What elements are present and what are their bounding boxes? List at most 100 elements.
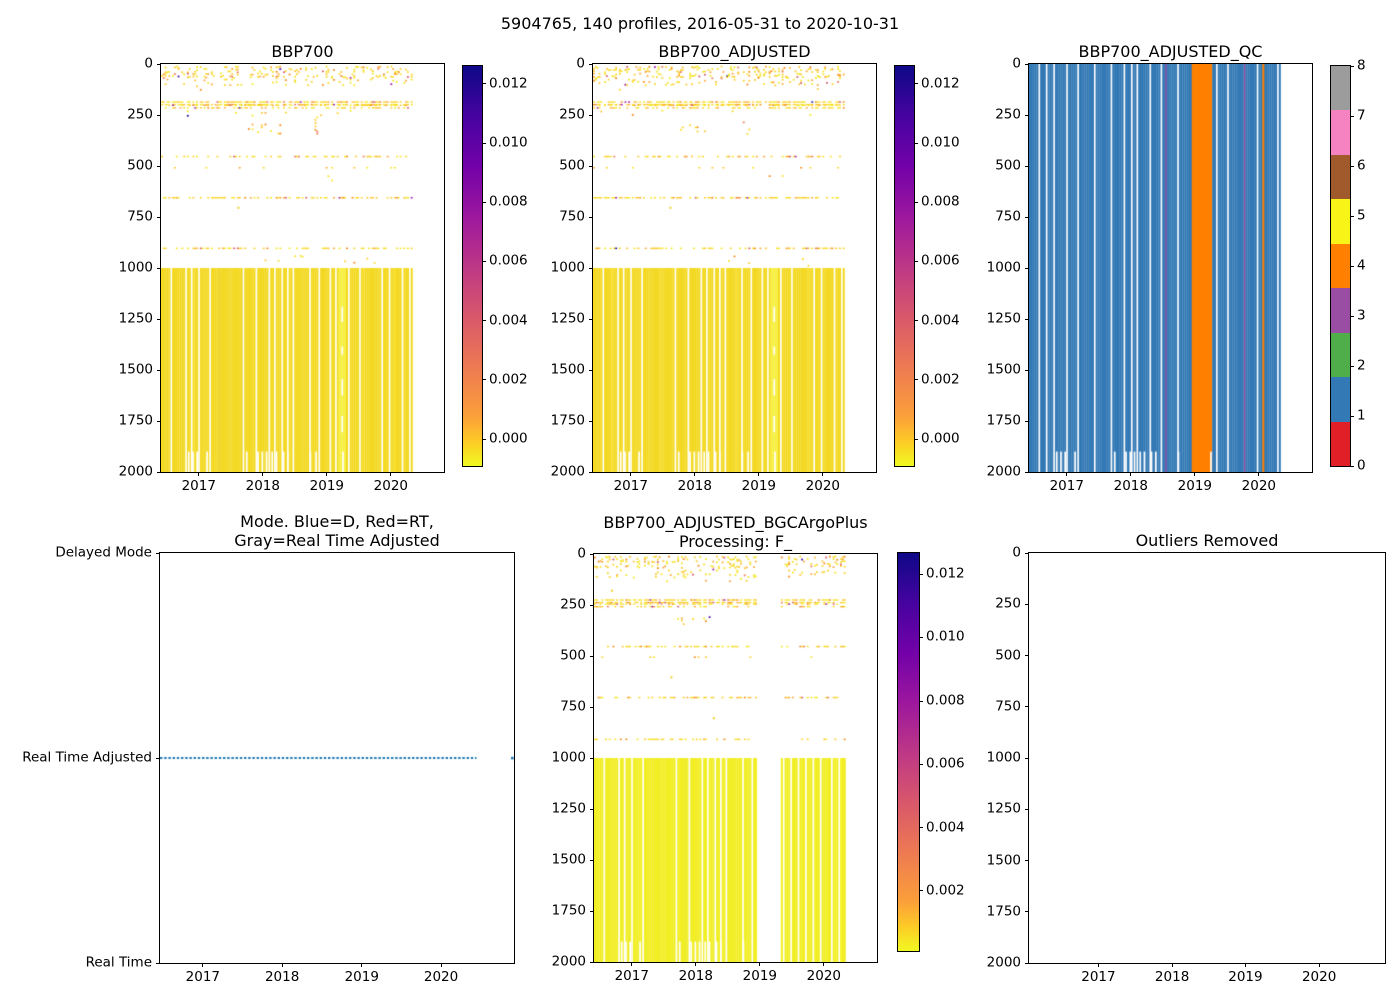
tick-label: 1500 (986, 361, 1021, 378)
tick-mark (914, 438, 918, 440)
colorbar-bgc-gradient (898, 553, 919, 951)
tick-label: 2017 (181, 478, 216, 494)
tick-label: 2018 (264, 969, 300, 985)
tick-label: 750 (559, 208, 585, 225)
tick-mark (914, 320, 918, 322)
tick-label: 1250 (986, 310, 1021, 327)
tick-label: 500 (560, 647, 586, 664)
tick-label: 250 (995, 106, 1021, 123)
tick-mark (919, 573, 923, 575)
tick-label: 1500 (118, 361, 153, 378)
tick-label: 0 (1357, 457, 1366, 474)
panel-bbp700-adjusted: BBP700_ADJUSTED 0 250 500 750 1000 1250 1500 17… (551, 42, 877, 493)
tick-label: 2017 (613, 478, 648, 494)
tick-label: 0.000 (921, 430, 960, 447)
colorbar-bbp700-gradient (463, 66, 482, 466)
tick-label: 2018 (245, 478, 280, 494)
bbp700-heatmap (161, 64, 444, 472)
panel-qc-title: BBP700_ADJUSTED_QC (1078, 42, 1263, 61)
tick-mark (758, 472, 760, 476)
tick-label: 250 (995, 595, 1021, 612)
tick-mark (1318, 963, 1320, 967)
tick-label: 2018 (1113, 478, 1148, 494)
tick-label: 0.006 (489, 252, 528, 269)
tick-mark (914, 83, 918, 85)
tick-mark (695, 962, 697, 966)
tick-label: 2000 (986, 954, 1021, 971)
tick-label: 1250 (118, 310, 153, 327)
tick-label: 2017 (1081, 969, 1116, 985)
tick-label: 6 (1357, 157, 1366, 174)
tick-mark (281, 963, 283, 967)
panel-bgc-title-line1: BBP700_ADJUSTED_BGCArgoPlus (603, 513, 868, 532)
tick-mark (1350, 315, 1354, 317)
tick-mark (202, 963, 204, 967)
qc-colorbar-segment (1331, 110, 1350, 155)
tick-label: 2018 (677, 478, 712, 494)
tick-mark (1350, 115, 1354, 117)
qc-colorbar-segment (1331, 199, 1350, 244)
colorbar-qc: 0 1 2 3 4 5 6 7 8 (1330, 59, 1366, 472)
tick-label: 0.012 (921, 75, 960, 92)
tick-mark (914, 201, 918, 203)
qc-colorbar-segment (1331, 288, 1350, 333)
tick-mark (919, 827, 923, 829)
tick-label: 1250 (550, 310, 585, 327)
tick-label: 1000 (118, 259, 153, 276)
tick-mark (1258, 472, 1260, 476)
tick-label: 2 (1357, 357, 1366, 374)
mode-line-plot (160, 553, 514, 963)
tick-mark (1025, 706, 1029, 708)
colorbar-bgc: 0.002 0.004 0.006 0.008 0.010 0.012 (897, 552, 965, 952)
bbp700-adjusted-heatmap (593, 64, 876, 472)
colorbar-bbp700: 0.000 0.002 0.004 0.006 0.008 0.010 0.012 (462, 65, 528, 467)
tick-label: 0.012 (926, 565, 965, 582)
tick-mark (919, 636, 923, 638)
tick-label: 2020 (1301, 969, 1337, 985)
tick-mark (1194, 472, 1196, 476)
tick-mark (482, 320, 486, 322)
qc-colorbar-segment (1331, 154, 1350, 200)
tick-mark (440, 963, 442, 967)
tick-mark (482, 142, 486, 144)
tick-label: 250 (127, 106, 153, 123)
tick-label: 1250 (986, 800, 1021, 817)
tick-label: 8 (1357, 57, 1366, 74)
panel-bgc-title-line2: Processing: F_ (678, 532, 793, 551)
tick-label: Real Time (85, 954, 152, 971)
tick-label: 1750 (986, 903, 1021, 919)
tick-label: 2017 (1049, 478, 1084, 494)
tick-label: 0.000 (489, 430, 528, 447)
tick-mark (1066, 472, 1068, 476)
tick-mark (361, 963, 363, 967)
tick-label: 0.010 (921, 134, 960, 151)
tick-mark (919, 890, 923, 892)
tick-label: 2000 (986, 463, 1021, 480)
tick-mark (482, 201, 486, 203)
tick-mark (1350, 165, 1354, 167)
tick-label: 1750 (986, 412, 1021, 429)
tick-mark (694, 472, 696, 476)
tick-mark (823, 962, 825, 966)
tick-mark (1025, 860, 1029, 861)
tick-label: 0.004 (921, 311, 960, 328)
tick-label: 1000 (551, 749, 586, 766)
tick-mark (630, 472, 632, 476)
tick-label: 2018 (1154, 969, 1190, 985)
tick-label: 2019 (309, 478, 345, 494)
tick-label: 2020 (373, 478, 409, 494)
tick-label: 1750 (551, 902, 586, 919)
tick-mark (1244, 963, 1246, 967)
tick-label: 2018 (678, 968, 713, 984)
panel-bbp700-adjusted-title: BBP700_ADJUSTED (658, 42, 811, 61)
tick-label: 0.002 (926, 882, 965, 899)
tick-label: 750 (127, 208, 153, 225)
outliers-x-axis: 2017 2018 2019 2020 (1029, 553, 1385, 984)
tick-mark (1130, 472, 1132, 476)
tick-label: 750 (995, 698, 1021, 714)
tick-label: 750 (560, 698, 586, 715)
outliers-y-axis: 0 250 500 750 1000 1250 1500 1750 2000 (987, 546, 1385, 969)
tick-label: 4 (1357, 257, 1366, 274)
tick-label: 250 (560, 596, 586, 613)
